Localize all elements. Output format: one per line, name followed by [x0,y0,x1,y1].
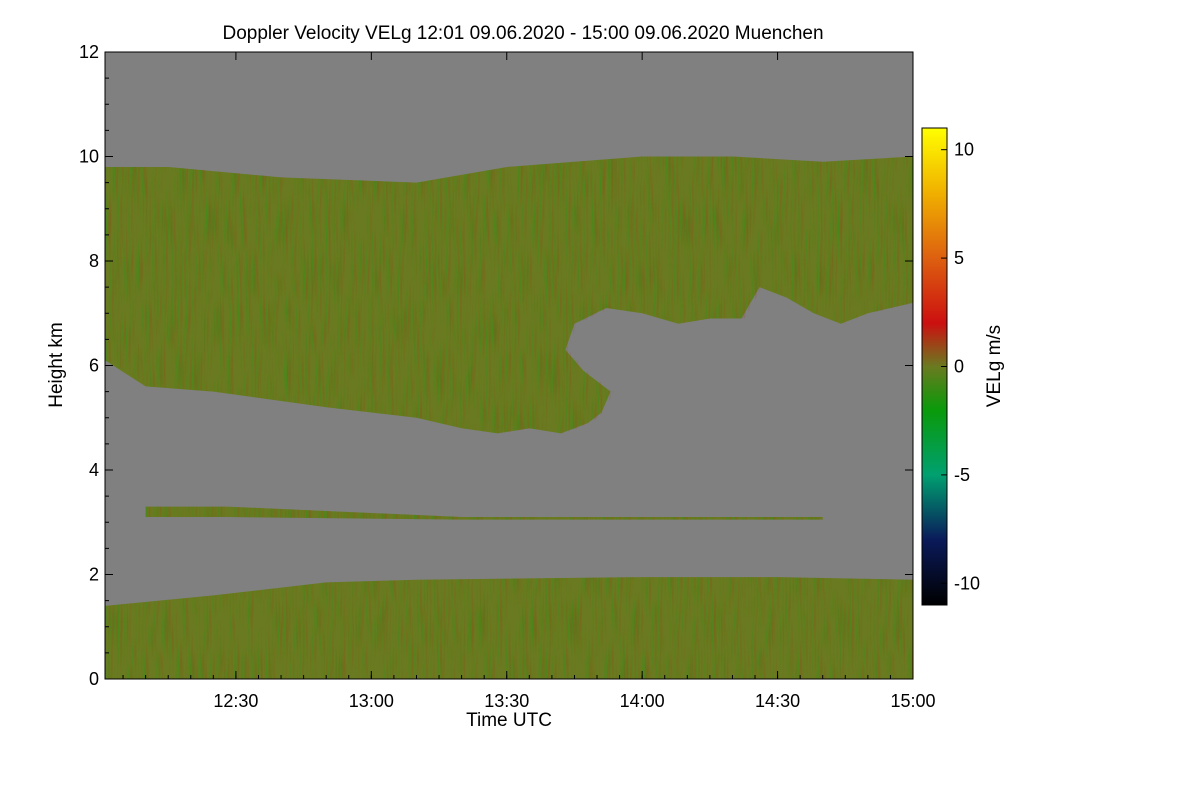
colorbar-tick-label: 0 [954,357,964,377]
y-tick-label: 4 [89,460,99,480]
colorbar-ticks: -10 -5 0 5 10 [941,140,980,593]
x-tick-label: 13:30 [484,691,529,711]
x-axis-label: Time UTC [466,710,552,731]
y-tick-label: 10 [79,147,99,167]
y-tick-label: 8 [89,251,99,271]
colorbar-label: VELg m/s [984,325,1005,407]
colorbar-tick-label: -5 [954,465,970,485]
x-axis: 12:30 13:00 13:30 14:00 14:30 15:00 [122,52,936,711]
x-tick-label: 14:30 [755,691,800,711]
layer-texture-red [148,506,826,520]
y-tick-label: 12 [79,42,99,62]
layer-2 [105,577,913,679]
y-tick-label: 6 [89,356,99,376]
layer-texture-red [108,156,913,434]
chart-title: Doppler Velocity VELg 12:01 09.06.2020 -… [222,23,823,44]
y-tick-label: 0 [89,669,99,689]
layer-1 [145,506,826,520]
velocity-layers [105,156,913,679]
y-tick-label: 2 [89,565,99,585]
y-axis: 0 2 4 6 8 10 12 [79,42,913,689]
layer-texture-red [108,577,913,679]
x-tick-label: 15:00 [890,691,935,711]
y-axis-label: Height km [46,322,67,408]
x-tick-label: 12:30 [213,691,258,711]
colorbar-tick-label: -10 [954,573,980,593]
layer-0 [105,156,913,434]
colorbar-tick-label: 10 [954,140,974,160]
x-tick-label: 14:00 [620,691,665,711]
colorbar-tick-label: 5 [954,248,964,268]
x-tick-label: 13:00 [349,691,394,711]
